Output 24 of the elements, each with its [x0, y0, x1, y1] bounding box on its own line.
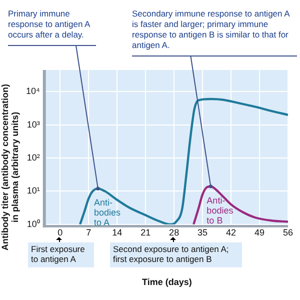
x-tick-label: 35: [198, 227, 208, 238]
annotation: Primary immune response to antigen A occurs after a delay.: [8, 8, 91, 40]
annotation: Secondary immune response to antigen A is faster and larger; primary immune response to antigen B is similar to that for antigen A.: [132, 8, 290, 50]
text: Second exposure to antigen A; first exposure to antigen B: [113, 244, 229, 264]
line-series: [192, 184, 288, 224]
y-tick-label: 10²: [26, 152, 40, 163]
x-tick-label: 0: [58, 227, 63, 238]
x-tick-label: 49: [254, 227, 265, 238]
x-tick-label: 21: [140, 227, 151, 238]
text: First exposure to antigen A: [31, 244, 86, 264]
line-series: [78, 98, 288, 224]
y-tick-label: 10⁰: [26, 218, 40, 229]
y-tick-label: 10³: [26, 119, 40, 130]
x-tick-label: 7: [86, 227, 92, 238]
x-tick-label: 42: [226, 227, 236, 238]
x-tick-label: 56: [282, 227, 294, 238]
y-axis-title: Antibody titer (antibody concentration) in plasma (arbitrary units): [0, 84, 20, 250]
x-tick-label: 14: [112, 227, 122, 238]
x-tick-label: 28: [169, 227, 180, 238]
y-tick-label: 10⁴: [26, 86, 40, 96]
y-tick-label: 10¹: [26, 186, 40, 196]
series-label: Anti-bodies to A: [94, 198, 121, 228]
x-axis-title: Time (days): [142, 277, 192, 288]
series-label: Anti-bodies to B: [206, 195, 234, 226]
